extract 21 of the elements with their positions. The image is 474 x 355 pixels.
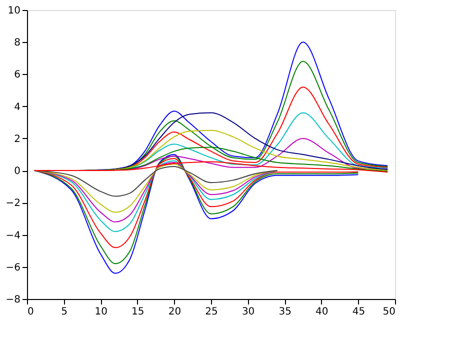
y-tick-label: −6	[6, 262, 20, 274]
y-tick-label: −4	[6, 230, 20, 242]
x-tick-label: 30	[242, 306, 255, 318]
x-tick-label: 5	[61, 306, 68, 318]
x-tick-label: 25	[205, 306, 218, 318]
y-tick-label: −2	[6, 198, 20, 210]
y-tick-label: 10	[8, 6, 20, 16]
y-tick-label: 2	[14, 134, 20, 145]
x-tick-label: 20	[168, 306, 182, 318]
y-tick-label: 8	[14, 38, 20, 49]
x-tick-label: 15	[132, 306, 144, 318]
y-tick-label: 4	[14, 102, 20, 113]
x-tick-label: 10	[94, 306, 108, 318]
y-tick-label: −8	[6, 294, 20, 306]
y-tick-label: 6	[14, 70, 20, 81]
x-tick-label: 35	[278, 306, 292, 318]
y-tick-label: 0	[14, 166, 20, 178]
x-tick-label: 0	[28, 306, 34, 318]
x-tick-label: 45	[352, 306, 366, 318]
x-tick-label: 50	[382, 306, 396, 318]
x-tick-label: 40	[316, 306, 328, 318]
